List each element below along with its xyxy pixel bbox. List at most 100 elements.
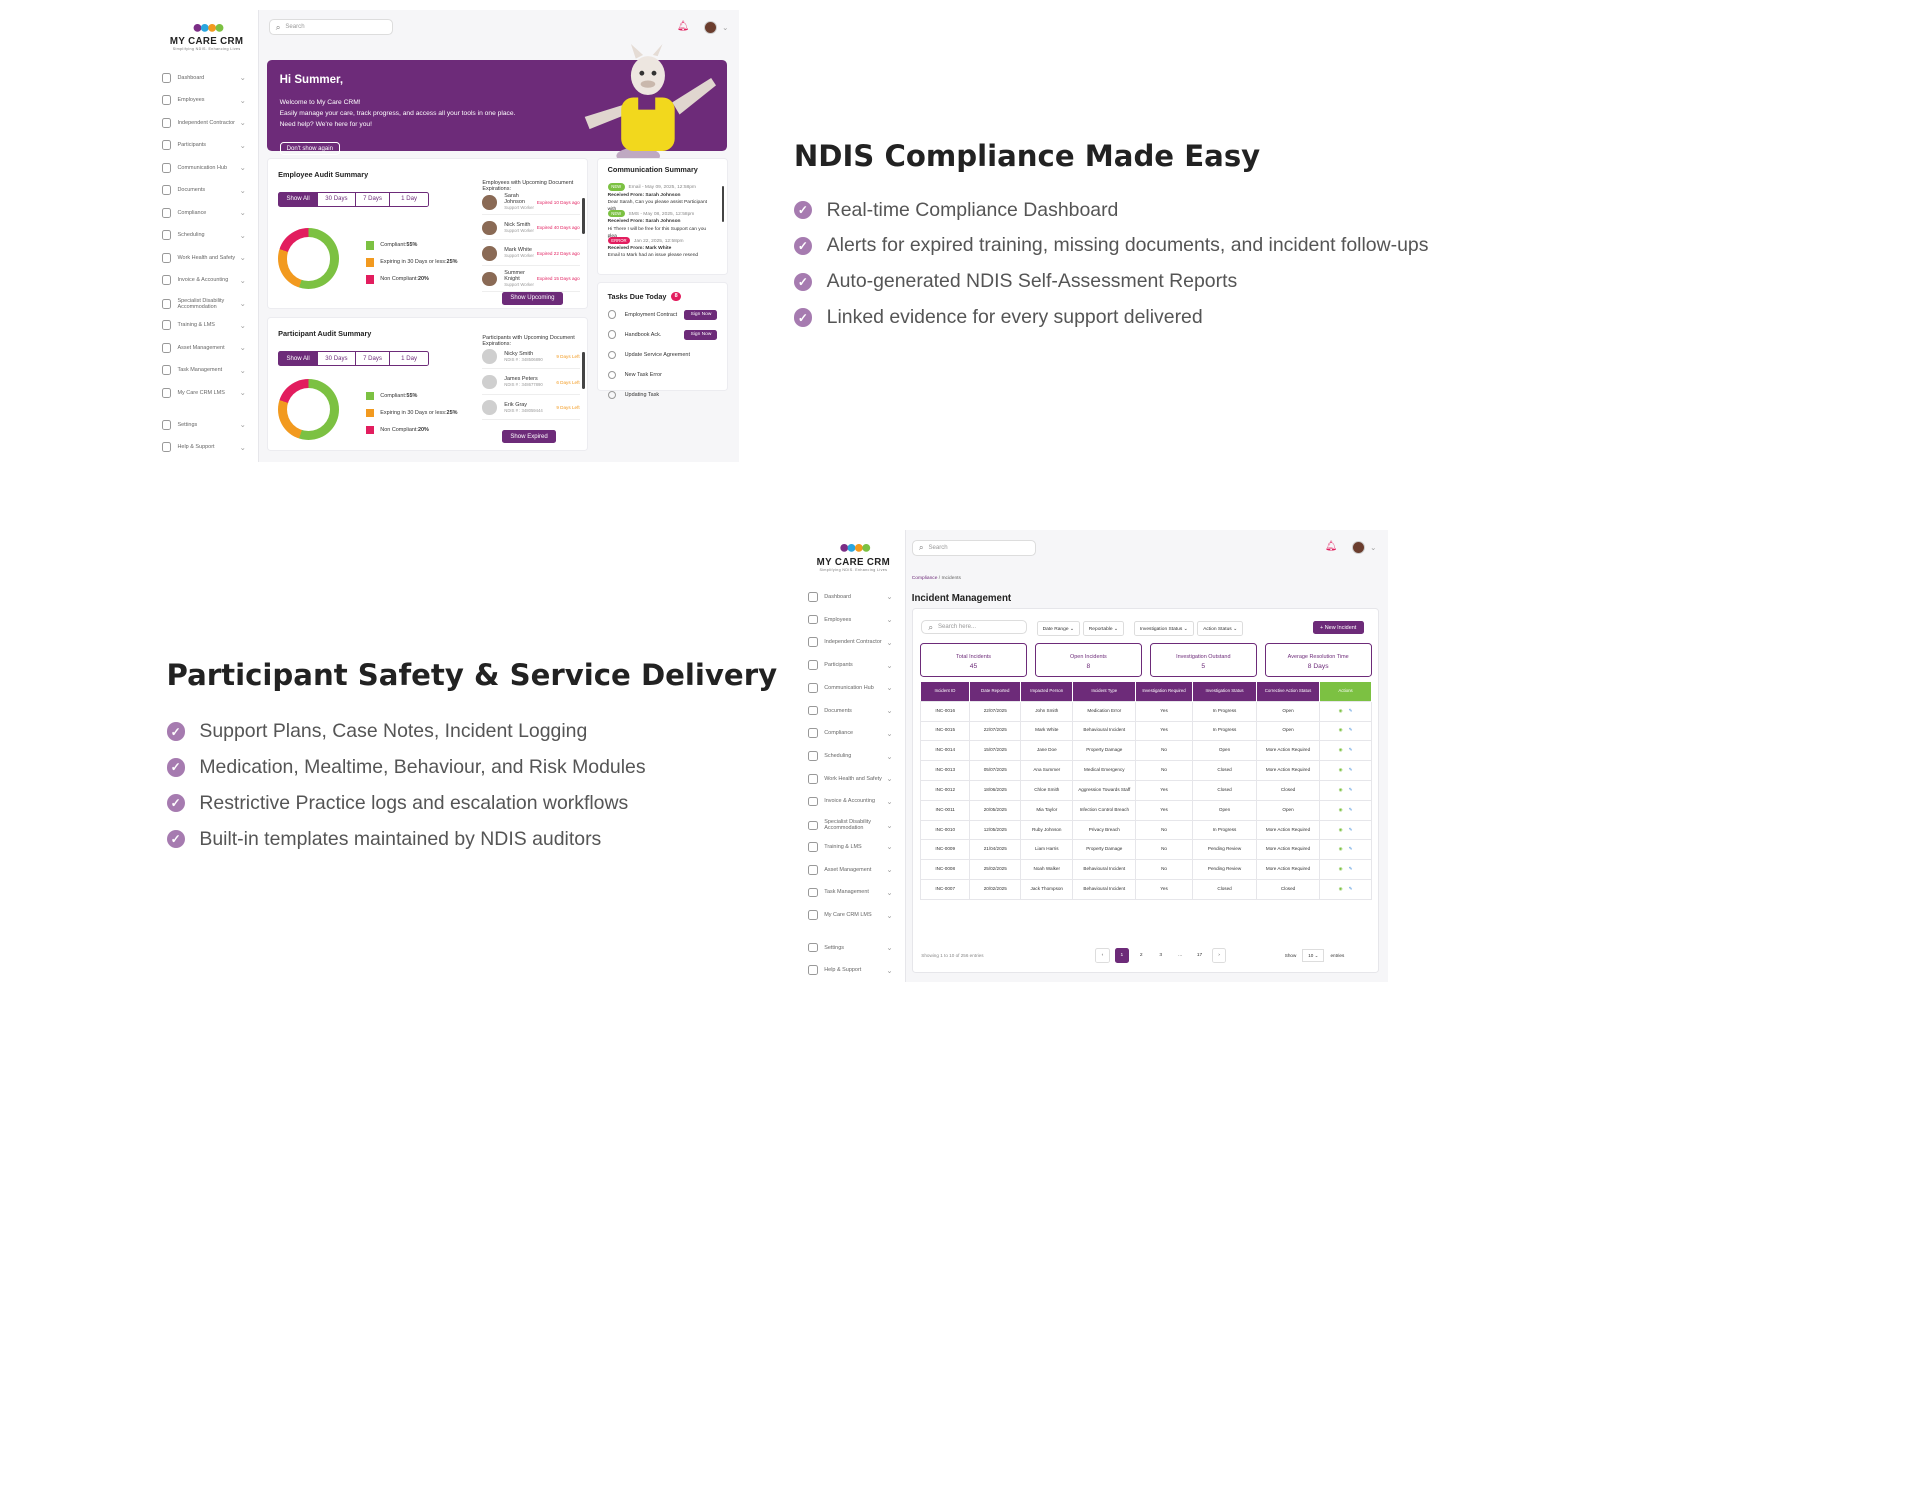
sidebar-item-my-care-crm-lms[interactable]: My Care CRM LMS ⌄ bbox=[152, 387, 258, 398]
page-button[interactable]: 3 bbox=[1159, 952, 1163, 958]
tab-30-days[interactable]: 30 Days bbox=[318, 192, 356, 207]
filter-reportable[interactable]: Reportable ⌄ bbox=[1082, 620, 1124, 637]
sidebar-item-help-support[interactable]: Help & Support ⌄ bbox=[152, 442, 258, 453]
sidebar-item-scheduling[interactable]: Scheduling ⌄ bbox=[799, 751, 905, 761]
tab-show-all[interactable]: Show All bbox=[279, 192, 318, 207]
sidebar-item-specialist-disability-accommodation[interactable]: Specialist Disability Accommodation ⌄ bbox=[152, 298, 258, 310]
bell-icon[interactable]: 🔔︎ bbox=[1325, 540, 1338, 552]
sidebar-item-communication-hub[interactable]: Communication Hub ⌄ bbox=[152, 162, 258, 173]
sidebar-item-invoice-accounting[interactable]: Invoice & Accounting ⌄ bbox=[799, 796, 905, 807]
view-icon[interactable]: ◉ bbox=[1338, 786, 1343, 792]
filter-action-status[interactable]: Action Status ⌄ bbox=[1197, 620, 1243, 637]
sidebar-item-documents[interactable]: Documents ⌄ bbox=[152, 185, 258, 196]
view-icon[interactable]: ◉ bbox=[1338, 767, 1343, 773]
table-row[interactable]: INC-0009 21/04/2025 Liam Harris Property Da… bbox=[920, 839, 1373, 861]
edit-icon[interactable]: ✎ bbox=[1348, 885, 1353, 891]
avatar[interactable] bbox=[1351, 540, 1366, 555]
new-incident-button[interactable]: + New Incident bbox=[1312, 620, 1364, 635]
sidebar-item-documents[interactable]: Documents ⌄ bbox=[799, 705, 905, 716]
message-item[interactable]: NEW Email - May 09, 2025, 12:58pm Received… bbox=[607, 183, 708, 212]
view-icon[interactable]: ◉ bbox=[1338, 747, 1343, 753]
page-size-select[interactable]: 10 ⌄ bbox=[1302, 949, 1325, 963]
sidebar-item-independent-contractor[interactable]: Independent Contractor ⌄ bbox=[152, 117, 258, 128]
edit-icon[interactable]: ✎ bbox=[1348, 727, 1353, 733]
sidebar-item-work-health-and-safety[interactable]: Work Health and Safety ⌄ bbox=[799, 773, 905, 784]
view-icon[interactable]: ◉ bbox=[1338, 727, 1343, 733]
table-row[interactable]: INC-0007 20/02/2025 Jack Thompson Behaviour… bbox=[920, 879, 1373, 900]
task-checkbox[interactable] bbox=[607, 390, 617, 400]
filter-date-range[interactable]: Date Range ⌄ bbox=[1036, 620, 1080, 637]
page-button[interactable]: 1 bbox=[1114, 948, 1130, 963]
list-item[interactable]: James Peters NDIS # : 348677890 6 Days Lef… bbox=[482, 371, 580, 395]
view-icon[interactable]: ◉ bbox=[1338, 866, 1343, 872]
stat-card[interactable]: Investigation Outstand 5 bbox=[1149, 642, 1257, 677]
task-checkbox[interactable] bbox=[607, 330, 617, 339]
view-icon[interactable]: ◉ bbox=[1338, 826, 1343, 832]
search-input[interactable]: ⌕ Search bbox=[911, 539, 1036, 556]
list-item[interactable]: Summer Knight Support Worker Expired 15 Da… bbox=[482, 267, 580, 292]
chevron-down-icon[interactable]: ⌄ bbox=[1370, 543, 1377, 553]
sidebar-item-my-care-crm-lms[interactable]: My Care CRM LMS ⌄ bbox=[799, 910, 905, 921]
sidebar-item-task-management[interactable]: Task Management ⌄ bbox=[152, 365, 258, 376]
chevron-down-icon[interactable]: ⌄ bbox=[722, 23, 729, 33]
stat-card[interactable]: Open Incidents 8 bbox=[1034, 642, 1142, 677]
edit-icon[interactable]: ✎ bbox=[1348, 747, 1353, 753]
scrollbar[interactable] bbox=[582, 352, 585, 389]
list-item[interactable]: Mark White Support Worker Expired 22 Days … bbox=[482, 242, 580, 266]
tab-1-day[interactable]: 1 Day bbox=[401, 196, 418, 203]
tab-show-all[interactable]: Show All bbox=[279, 352, 318, 366]
task-checkbox[interactable] bbox=[607, 310, 617, 319]
sidebar-item-invoice-accounting[interactable]: Invoice & Accounting ⌄ bbox=[152, 275, 258, 286]
view-icon[interactable]: ◉ bbox=[1338, 885, 1343, 891]
table-row[interactable]: INC-0016 22/07/2025 John Smith Medication E… bbox=[920, 700, 1373, 722]
task-checkbox[interactable] bbox=[607, 370, 617, 380]
sidebar-item-compliance[interactable]: Compliance ⌄ bbox=[152, 207, 258, 218]
edit-icon[interactable]: ✎ bbox=[1348, 767, 1353, 773]
tab-7-days[interactable]: 7 Days bbox=[356, 352, 391, 366]
avatar[interactable] bbox=[703, 20, 718, 35]
sign-now-button[interactable]: Sign Now bbox=[684, 309, 718, 320]
sign-now-button[interactable]: Sign Now bbox=[684, 329, 718, 340]
sidebar-item-help-support[interactable]: Help & Support ⌄ bbox=[799, 965, 905, 976]
tab-30-days[interactable]: 30 Days bbox=[318, 352, 356, 366]
sidebar-item-work-health-and-safety[interactable]: Work Health and Safety ⌄ bbox=[152, 252, 258, 263]
next-page-button[interactable]: › bbox=[1211, 948, 1227, 963]
edit-icon[interactable]: ✎ bbox=[1348, 826, 1353, 832]
sidebar-item-dashboard[interactable]: Dashboard ⌄ bbox=[799, 592, 905, 602]
sidebar-item-asset-management[interactable]: Asset Management ⌄ bbox=[152, 342, 258, 353]
table-row[interactable]: INC-0015 22/07/2025 Mark White Behavioural … bbox=[920, 720, 1373, 742]
message-item[interactable]: ERROR Jan 22, 2025, 12:58pm Received From:… bbox=[607, 236, 699, 259]
scrollbar[interactable] bbox=[721, 185, 725, 223]
sidebar-item-participants[interactable]: Participants ⌄ bbox=[152, 140, 258, 151]
edit-icon[interactable]: ✎ bbox=[1348, 786, 1353, 792]
task-checkbox[interactable] bbox=[607, 350, 617, 359]
filter-investigation-status[interactable]: Investigation Status ⌄ bbox=[1134, 620, 1194, 637]
sidebar-item-training-lms[interactable]: Training & LMS ⌄ bbox=[799, 842, 905, 852]
list-item[interactable]: Nick Smith Support Worker Expired 40 Days … bbox=[482, 216, 580, 241]
table-row[interactable]: INC-0008 25/02/2025 Noah Walker Behavioural… bbox=[920, 859, 1373, 881]
sidebar-item-compliance[interactable]: Compliance ⌄ bbox=[799, 728, 905, 739]
sidebar-item-scheduling[interactable]: Scheduling ⌄ bbox=[152, 230, 258, 241]
edit-icon[interactable]: ✎ bbox=[1348, 806, 1353, 812]
stat-card[interactable]: Average Resolution Time 8 Days bbox=[1264, 642, 1372, 677]
list-item[interactable]: Erik Gray NDIS # : 348059444 9 Days Left bbox=[482, 396, 580, 421]
sidebar-item-independent-contractor[interactable]: Independent Contractor ⌄ bbox=[799, 637, 905, 648]
list-item[interactable]: Nicky Smith NDIS # : 348506890 9 Days Left bbox=[482, 345, 580, 370]
bell-icon[interactable]: 🔔︎ bbox=[677, 20, 690, 32]
page-button[interactable]: 2 bbox=[1139, 952, 1143, 958]
breadcrumb-compliance[interactable]: Compliance bbox=[911, 576, 938, 582]
page-button[interactable]: 17 bbox=[1196, 952, 1203, 958]
sidebar-item-participants[interactable]: Participants ⌄ bbox=[799, 660, 905, 670]
edit-icon[interactable]: ✎ bbox=[1348, 846, 1353, 852]
message-item[interactable]: NEW SMS - May 08, 2025, 12:58pm Received F… bbox=[607, 210, 707, 239]
sidebar-item-task-management[interactable]: Task Management ⌄ bbox=[799, 887, 905, 898]
scrollbar[interactable] bbox=[582, 197, 585, 235]
edit-icon[interactable]: ✎ bbox=[1348, 866, 1353, 872]
sidebar-item-asset-management[interactable]: Asset Management ⌄ bbox=[799, 864, 905, 875]
page-button[interactable]: ... bbox=[1178, 952, 1183, 958]
table-row[interactable]: INC-0012 18/06/2025 Chloe Smith Aggression … bbox=[920, 779, 1373, 801]
view-icon[interactable]: ◉ bbox=[1338, 707, 1343, 713]
table-row[interactable]: INC-0014 15/07/2025 Jane Doe Property Damag… bbox=[920, 740, 1373, 762]
table-row[interactable]: INC-0013 05/07/2025 Ana Summer Medical Emer… bbox=[920, 760, 1373, 781]
sidebar-item-training-lms[interactable]: Training & LMS ⌄ bbox=[152, 320, 258, 331]
